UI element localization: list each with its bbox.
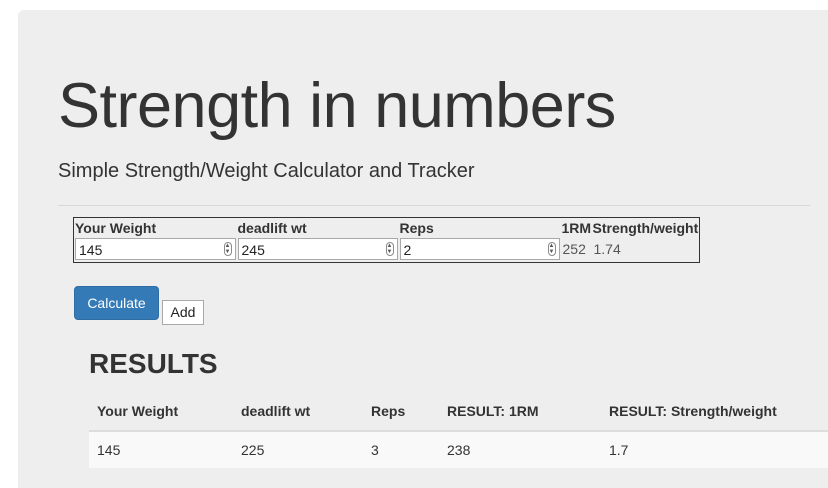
results-cell-deadlift-wt: 225 <box>233 431 363 468</box>
one-rm-output: 252 <box>562 241 586 257</box>
calculator-input-row: 145 ▲ ▼ 245 ▲ ▼ 2 ▲ ▼ 252 1.74 <box>74 237 700 263</box>
strength-weight-output: 1.74 <box>593 241 621 257</box>
results-col-strength-weight: RESULT: Strength/weight <box>601 392 828 432</box>
col-reps: Reps <box>399 220 434 236</box>
add-button[interactable]: Add <box>162 300 204 325</box>
deadlift-wt-value: 245 <box>241 242 265 258</box>
results-table: Your Weight deadlift wt Reps RESULT: 1RM… <box>89 392 828 468</box>
your-weight-input[interactable]: 145 ▲ ▼ <box>75 238 236 260</box>
reps-input[interactable]: 2 ▲ ▼ <box>399 238 560 260</box>
results-header-row: Your Weight deadlift wt Reps RESULT: 1RM… <box>89 392 828 432</box>
reps-value: 2 <box>403 242 412 258</box>
results-cell-strength-weight: 1.7 <box>601 431 828 468</box>
results-col-reps: Reps <box>363 392 439 432</box>
results-col-1rm: RESULT: 1RM <box>439 392 601 432</box>
spinner-icon[interactable]: ▲ ▼ <box>223 242 232 256</box>
col-1rm: 1RM <box>561 220 592 236</box>
spinner-icon[interactable]: ▲ ▼ <box>385 242 394 256</box>
spinner-icon[interactable]: ▲ ▼ <box>547 242 556 256</box>
col-deadlift-wt: deadlift wt <box>237 220 307 236</box>
calculate-button[interactable]: Calculate <box>74 286 159 320</box>
results-cell-reps: 3 <box>363 431 439 468</box>
divider <box>58 205 810 206</box>
col-your-weight: Your Weight <box>75 220 157 236</box>
results-cell-your-weight: 145 <box>89 431 233 468</box>
results-cell-1rm: 238 <box>439 431 601 468</box>
table-row: 145 225 3 238 1.7 <box>89 431 828 468</box>
deadlift-wt-input[interactable]: 245 ▲ ▼ <box>237 238 398 260</box>
col-strength-weight: Strength/weight <box>592 220 699 236</box>
page-subtitle: Simple Strength/Weight Calculator and Tr… <box>58 160 475 182</box>
results-heading: RESULTS <box>89 348 218 379</box>
calculator-header-row: Your Weight deadlift wt Reps 1RM Strengt… <box>74 218 700 238</box>
results-col-your-weight: Your Weight <box>89 392 233 432</box>
your-weight-value: 145 <box>79 242 103 258</box>
results-col-deadlift-wt: deadlift wt <box>233 392 363 432</box>
page-title: Strength in numbers <box>58 71 616 141</box>
calculator-table: Your Weight deadlift wt Reps 1RM Strengt… <box>73 217 700 263</box>
